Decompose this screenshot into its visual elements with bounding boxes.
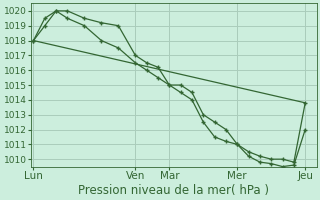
X-axis label: Pression niveau de la mer( hPa ): Pression niveau de la mer( hPa )	[78, 184, 269, 197]
